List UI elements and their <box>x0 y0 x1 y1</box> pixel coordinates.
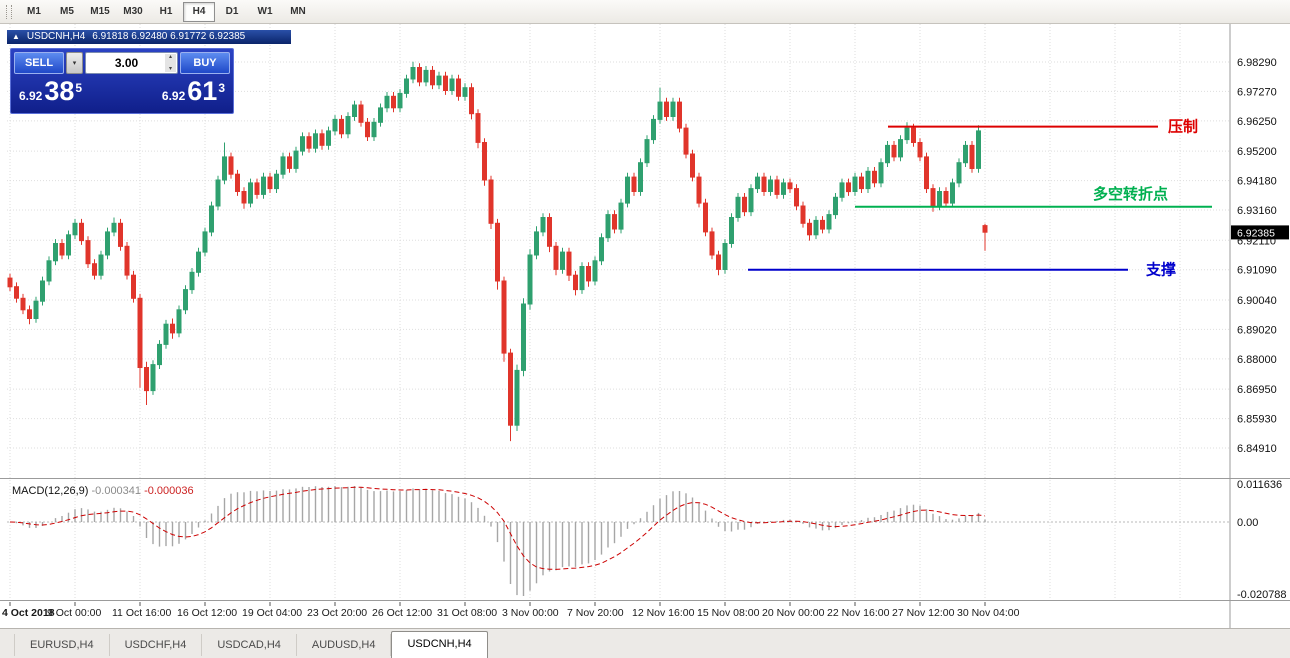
chart-title-bar: ▲ USDCNH,H4 6.91818 6.92480 6.91772 6.92… <box>7 30 291 44</box>
chart-tab-usdchf[interactable]: USDCHF,H4 <box>110 634 203 656</box>
svg-text:30 Nov 04:00: 30 Nov 04:00 <box>957 607 1020 619</box>
svg-text:15 Nov 08:00: 15 Nov 08:00 <box>697 607 760 619</box>
volume-stepper[interactable]: ▴ ▾ <box>165 54 176 72</box>
chart-tab-usdcad[interactable]: USDCAD,H4 <box>202 634 297 656</box>
sell-button[interactable]: SELL <box>14 52 64 74</box>
svg-text:16 Oct 12:00: 16 Oct 12:00 <box>177 607 237 619</box>
volume-dropdown-button[interactable]: ▾ <box>66 52 83 74</box>
svg-text:0.00: 0.00 <box>1237 517 1258 529</box>
svg-text:6.95200: 6.95200 <box>1237 146 1277 158</box>
timeframe-button-m30[interactable]: M30 <box>123 5 143 17</box>
ask-price[interactable]: 6.92 61 3 <box>161 76 225 106</box>
macd-header: MACD(12,26,9) -0.000341 -0.000036 <box>12 485 194 497</box>
timeframe-button-h4[interactable]: H4 <box>183 1 215 22</box>
svg-text:6.89020: 6.89020 <box>1237 324 1277 336</box>
svg-text:6.90040: 6.90040 <box>1237 295 1277 307</box>
one-click-trading-panel: SELL ▾ ▴ ▾ BUY 6.92 38 5 6.92 61 3 <box>10 48 234 114</box>
svg-text:4 Oct 2018: 4 Oct 2018 <box>2 607 55 619</box>
svg-text:23 Oct 20:00: 23 Oct 20:00 <box>307 607 367 619</box>
chart-symbol: USDCNH,H4 <box>26 31 86 42</box>
candles-layer <box>7 61 988 442</box>
current-price-badge <box>1231 225 1289 240</box>
svg-text:31 Oct 08:00: 31 Oct 08:00 <box>437 607 497 619</box>
svg-text:27 Nov 12:00: 27 Nov 12:00 <box>892 607 955 619</box>
pivot-label[interactable]: 多空转折点 <box>1093 185 1168 203</box>
svg-text:19 Oct 04:00: 19 Oct 04:00 <box>242 607 302 619</box>
svg-text:6.94180: 6.94180 <box>1237 176 1277 188</box>
macd-signal-line <box>9 486 986 570</box>
price-axis[interactable]: 6.98290 6.97270 6.96250 6.95200 6.94180 6.931… <box>1237 57 1277 455</box>
toolbar-grip[interactable] <box>6 4 12 19</box>
svg-text:6.98290: 6.98290 <box>1237 57 1277 69</box>
svg-text:6.96250: 6.96250 <box>1237 116 1277 128</box>
svg-text:6.93160: 6.93160 <box>1237 205 1277 217</box>
timeframe-button-h1[interactable]: H1 <box>159 5 173 17</box>
svg-text:22 Nov 16:00: 22 Nov 16:00 <box>827 607 890 619</box>
svg-text:11 Oct 16:00: 11 Oct 16:00 <box>112 607 172 619</box>
svg-text:0.011636: 0.011636 <box>1237 479 1282 491</box>
resistance-label[interactable]: 压制 <box>1168 118 1198 136</box>
svg-text:26 Oct 12:00: 26 Oct 12:00 <box>372 607 432 619</box>
svg-text:6.97270: 6.97270 <box>1237 86 1277 98</box>
chart-tabs-bar: EURUSD,H4 USDCHF,H4 USDCAD,H4 AUDUSD,H4 USDC… <box>0 628 1290 658</box>
volume-field-wrap: ▴ ▾ <box>85 52 178 74</box>
chart-tab-audusd[interactable]: AUDUSD,H4 <box>297 634 392 656</box>
timeframe-toolbar: M1 M5 M15 M30 H1 H4 D1 W1 MN <box>0 0 1290 24</box>
svg-text:20 Nov 00:00: 20 Nov 00:00 <box>762 607 825 619</box>
timeframe-button-m5[interactable]: M5 <box>60 5 74 17</box>
svg-text:6.91090: 6.91090 <box>1237 265 1277 277</box>
timeframe-button-mn[interactable]: MN <box>290 5 306 17</box>
svg-text:3 Nov 00:00: 3 Nov 00:00 <box>502 607 559 619</box>
macd-histogram <box>15 486 986 596</box>
chart-ohlc-values: 6.91818 6.92480 6.91772 6.92385 <box>92 31 246 42</box>
support-label[interactable]: 支撑 <box>1145 261 1176 279</box>
svg-text:9 Oct 00:00: 9 Oct 00:00 <box>47 607 101 619</box>
volume-input[interactable] <box>86 53 177 73</box>
chart-tab-usdcnh[interactable]: USDCNH,H4 <box>391 631 488 658</box>
svg-text:7 Nov 20:00: 7 Nov 20:00 <box>567 607 624 619</box>
timeframe-button-m1[interactable]: M1 <box>27 5 41 17</box>
bid-price[interactable]: 6.92 38 5 <box>19 76 83 106</box>
svg-text:12 Nov 16:00: 12 Nov 16:00 <box>632 607 695 619</box>
price-chart[interactable]: 压制多空转折点支撑6.982906.972706.962506.952006.9… <box>0 24 1290 628</box>
svg-text:6.84910: 6.84910 <box>1237 443 1277 455</box>
svg-text:6.88000: 6.88000 <box>1237 354 1277 366</box>
timeframe-button-d1[interactable]: D1 <box>225 5 239 17</box>
svg-text:6.92385: 6.92385 <box>1237 227 1275 239</box>
spin-down-icon[interactable]: ▾ <box>168 66 172 72</box>
svg-text:-0.020788: -0.020788 <box>1237 589 1287 601</box>
timeframe-button-w1[interactable]: W1 <box>257 5 273 17</box>
chart-tab-eurusd[interactable]: EURUSD,H4 <box>14 634 110 656</box>
svg-text:6.86950: 6.86950 <box>1237 384 1277 396</box>
timeframe-button-m15[interactable]: M15 <box>90 5 110 17</box>
buy-button[interactable]: BUY <box>180 52 230 74</box>
collapse-arrow-icon[interactable]: ▲ <box>12 32 20 41</box>
spin-up-icon[interactable]: ▴ <box>168 54 172 60</box>
svg-text:6.85930: 6.85930 <box>1237 414 1277 426</box>
